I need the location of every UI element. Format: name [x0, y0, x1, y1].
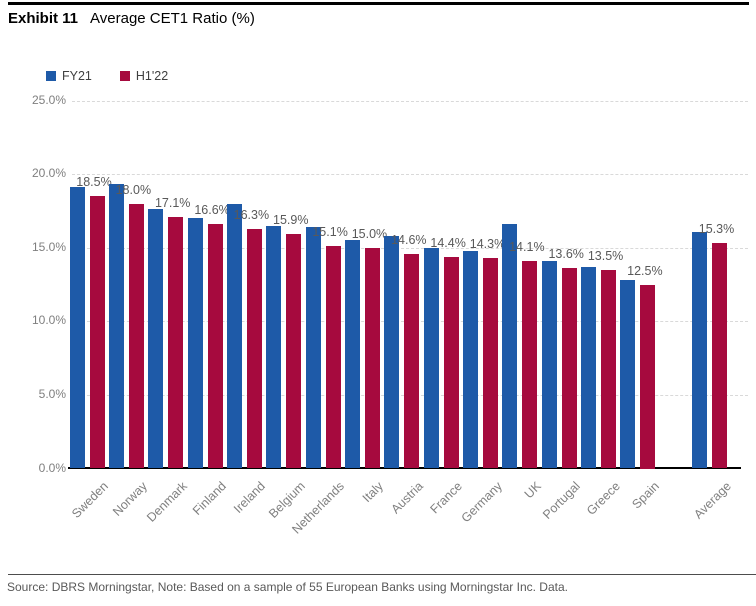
x-axis-label-text-austria: Austria	[388, 479, 426, 517]
x-axis-label-text-france: France	[427, 479, 466, 517]
bar-fy21-norway	[108, 184, 124, 469]
bar-h1-22-uk	[522, 260, 538, 469]
legend-swatch-fy21	[46, 71, 56, 81]
bar-h1-22-norway	[128, 203, 144, 469]
bar-h1-22-sweden	[89, 196, 105, 469]
bar-fy21-spain	[620, 280, 636, 469]
exhibit-label: Exhibit 11	[8, 10, 79, 27]
y-axis-tick-label: 15.0%	[31, 239, 66, 254]
bar-fy21-austria	[384, 235, 400, 469]
bar-fy21-belgium	[266, 225, 282, 469]
bar-h1-22-germany	[483, 258, 498, 469]
bar-fy21-italy	[344, 240, 360, 469]
bar-fy21-greece	[581, 266, 597, 469]
data-label-germany: 14.3%	[469, 237, 506, 251]
chart-title-text: Average CET1 Ratio (%)	[90, 10, 255, 27]
gridline-20.0%	[72, 174, 748, 176]
bar-h1-22-austria	[404, 253, 420, 469]
data-label-ireland: 16.3%	[233, 207, 270, 222]
legend-item-fy21: FY21	[46, 69, 92, 83]
y-axis-tick-label: 0.0%	[38, 460, 66, 475]
bar-h1-22-portugal	[561, 268, 577, 469]
legend-item-h122: H1'22	[119, 69, 169, 83]
bar-fy21-netherlands	[305, 227, 321, 469]
x-axis-label-text-denmark: Denmark	[143, 479, 190, 525]
bar-fy21-finland	[187, 218, 203, 469]
data-label-denmark: 17.1%	[154, 195, 191, 210]
data-label-spain: 12.5%	[627, 263, 663, 278]
bar-h1-22-netherlands	[325, 246, 341, 469]
x-axis-label-text-portugal: Portugal	[540, 479, 584, 522]
legend: FY21 H1'22	[46, 69, 196, 83]
x-axis-label-text-average: Average	[690, 479, 734, 522]
footer-divider-rule	[8, 574, 756, 575]
x-axis-label-text-italy: Italy	[360, 479, 387, 506]
data-label-italy: 15.0%	[351, 226, 388, 241]
bar-h1-22-denmark	[168, 216, 184, 469]
x-axis-label-text-ireland: Ireland	[231, 479, 269, 516]
bar-fy21-average	[692, 231, 707, 469]
x-axis-label-text-spain: Spain	[629, 479, 662, 512]
data-label-austria: 14.6%	[391, 232, 427, 247]
data-label-sweden: 18.5%	[76, 175, 112, 190]
bar-h1-22-italy	[364, 247, 380, 469]
x-axis-label-text-greece: Greece	[583, 479, 623, 518]
data-label-norway: 18.0%	[115, 182, 152, 197]
y-axis-tick-label: 25.0%	[31, 92, 66, 107]
legend-swatch-h122	[119, 71, 130, 81]
y-axis-tick-label: 10.0%	[31, 313, 66, 328]
bar-h1-22-spain	[640, 284, 656, 469]
y-axis-tick-label: 20.0%	[31, 166, 66, 181]
legend-label-fy21: FY21	[62, 69, 92, 83]
bar-fy21-denmark	[148, 209, 164, 469]
data-label-france: 14.4%	[430, 235, 466, 250]
data-label-average: 15.3%	[698, 222, 735, 237]
bar-fy21-ireland	[226, 203, 242, 469]
top-divider-rule	[8, 2, 749, 5]
bar-fy21-sweden	[69, 187, 85, 469]
x-axis-label-text-finland: Finland	[190, 479, 229, 518]
data-label-portugal: 13.6%	[548, 247, 584, 262]
data-label-greece: 13.5%	[587, 248, 624, 263]
bar-fy21-uk	[502, 224, 518, 469]
bar-h1-22-finland	[207, 224, 223, 469]
bar-h1-22-average	[712, 243, 727, 469]
bar-h1-22-ireland	[246, 228, 262, 469]
gridline-25.0%	[72, 100, 748, 102]
x-axis-label-text-sweden: Sweden	[69, 479, 111, 521]
data-label-finland: 16.6%	[194, 203, 230, 218]
source-note: Source: DBRS Morningstar, Note: Based on…	[7, 580, 568, 594]
data-label-uk: 14.1%	[509, 239, 545, 254]
bar-h1-22-france	[443, 256, 459, 469]
gridline-15.0%	[72, 247, 748, 249]
data-label-belgium: 15.9%	[273, 213, 309, 228]
bar-h1-22-belgium	[286, 234, 302, 469]
chart-title: Exhibit 11 Average CET1 Ratio (%)	[8, 10, 255, 27]
data-label-netherlands: 15.1%	[312, 225, 348, 240]
x-axis-label-text-germany: Germany	[458, 479, 505, 526]
x-axis-label-text-uk: UK	[521, 479, 544, 502]
bar-fy21-france	[423, 247, 439, 469]
bar-h1-22-greece	[601, 269, 617, 469]
y-axis-tick-label: 5.0%	[38, 386, 66, 401]
bar-fy21-germany	[463, 250, 478, 469]
legend-label-h122: H1'22	[135, 69, 169, 83]
bar-fy21-portugal	[541, 260, 557, 469]
